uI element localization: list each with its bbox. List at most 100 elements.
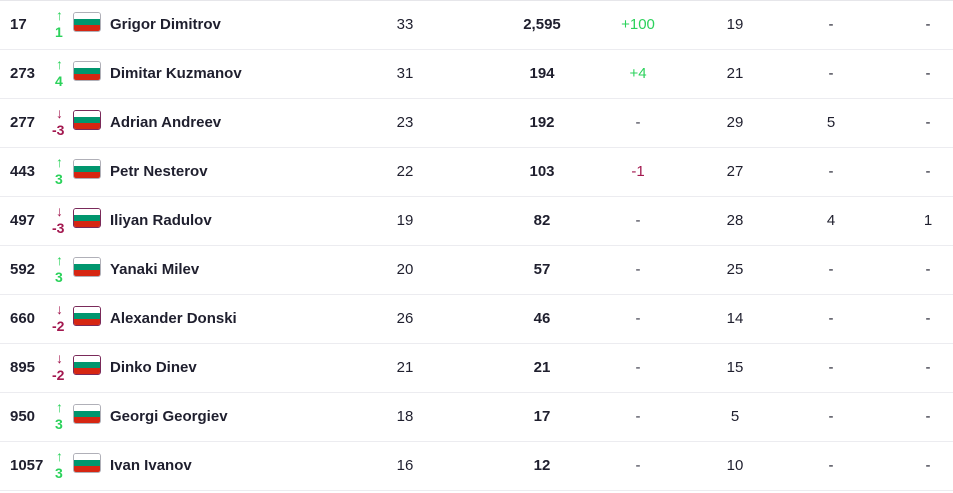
player-name-link[interactable]: Adrian Andreev [110,114,222,131]
tournaments-played-cell: 27 [726,163,744,180]
stat-cell-b: - [925,261,931,278]
table-row[interactable]: 273 ↑ 4 Dimitar Kuzmanov 31 194 +4 21 - … [0,50,953,99]
arrow-down-icon: ↓ [56,203,63,219]
points-change-cell: - [635,310,641,327]
player-name-link[interactable]: Dimitar Kuzmanov [110,65,242,82]
age-cell: 20 [396,261,414,278]
bulgaria-flag-icon [73,404,101,424]
stat-cell-a: - [828,163,834,180]
points-cell: 12 [533,457,551,474]
movement-value: 3 [55,465,63,481]
rank-cell: 895 [10,359,36,376]
bulgaria-flag-icon [73,355,101,375]
stat-cell-b: - [925,310,931,327]
tournaments-played-cell: 25 [726,261,744,278]
player-name-link[interactable]: Alexander Donski [110,310,237,327]
player-name-link[interactable]: Dinko Dinev [110,359,197,376]
movement-value: 3 [55,269,63,285]
movement-value: -2 [52,318,65,334]
table-row[interactable]: 277 ↓ -3 Adrian Andreev 23 192 - 29 5 - [0,99,953,148]
table-row[interactable]: 1057 ↑ 3 Ivan Ivanov 16 12 - 10 - - [0,442,953,491]
tournaments-played-cell: 21 [726,65,744,82]
points-change-cell: - [635,359,641,376]
table-row[interactable]: 895 ↓ -2 Dinko Dinev 21 21 - 15 - - [0,344,953,393]
table-row[interactable]: 592 ↑ 3 Yanaki Milev 20 57 - 25 - - [0,246,953,295]
rank-movement: ↓ -3 [52,197,74,245]
player-name-link[interactable]: Yanaki Milev [110,261,200,278]
rank-movement: ↓ -2 [52,344,74,392]
player-name-link[interactable]: Grigor Dimitrov [110,16,221,33]
age-cell: 16 [396,457,414,474]
points-change-cell: -1 [631,163,645,180]
bulgaria-flag-icon [73,306,101,326]
rank-cell: 17 [10,16,27,33]
points-cell: 82 [533,212,551,229]
movement-value: 3 [55,416,63,432]
stat-cell-a: 5 [826,114,836,131]
tournaments-played-cell: 15 [726,359,744,376]
age-cell: 31 [396,65,414,82]
table-row[interactable]: 17 ↑ 1 Grigor Dimitrov 33 2,595 +100 19 … [0,1,953,50]
player-name-link[interactable]: Ivan Ivanov [110,457,192,474]
movement-value: 3 [55,171,63,187]
table-row[interactable]: 497 ↓ -3 Iliyan Radulov 19 82 - 28 4 1 [0,197,953,246]
stat-cell-a: - [828,457,834,474]
bulgaria-flag-icon [73,110,101,130]
points-cell: 46 [533,310,551,327]
points-change-cell: - [635,114,641,131]
age-cell: 22 [396,163,414,180]
stat-cell-a: - [828,261,834,278]
tournaments-played-cell: 29 [726,114,744,131]
rank-movement: ↑ 4 [52,50,74,98]
movement-value: -2 [52,367,65,383]
points-cell: 57 [533,261,551,278]
table-row[interactable]: 950 ↑ 3 Georgi Georgiev 18 17 - 5 - - [0,393,953,442]
tournaments-played-cell: 28 [726,212,744,229]
arrow-up-icon: ↑ [56,448,63,464]
table-row[interactable]: 660 ↓ -2 Alexander Donski 26 46 - 14 - - [0,295,953,344]
points-change-cell: - [635,261,641,278]
arrow-down-icon: ↓ [56,350,63,366]
bulgaria-flag-icon [73,61,101,81]
player-name-link[interactable]: Georgi Georgiev [110,408,228,425]
player-name-link[interactable]: Iliyan Radulov [110,212,212,229]
points-cell: 17 [533,408,551,425]
arrow-up-icon: ↑ [56,56,63,72]
stat-cell-b: 1 [923,212,933,229]
stat-cell-b: - [925,163,931,180]
points-cell: 21 [533,359,551,376]
points-cell: 2,595 [523,16,561,33]
player-name-link[interactable]: Petr Nesterov [110,163,208,180]
rank-movement: ↑ 1 [52,1,74,49]
points-change-cell: +4 [629,65,647,82]
rank-cell: 273 [10,65,36,82]
age-cell: 21 [396,359,414,376]
stat-cell-b: - [925,408,931,425]
points-cell: 103 [529,163,555,180]
stat-cell-a: - [828,65,834,82]
points-change-cell: +100 [621,16,655,33]
rank-movement: ↑ 3 [52,148,74,196]
age-cell: 26 [396,310,414,327]
points-change-cell: - [635,408,641,425]
rank-cell: 497 [10,212,36,229]
stat-cell-b: - [925,114,931,131]
movement-value: 1 [55,24,63,40]
stat-cell-b: - [925,359,931,376]
tournaments-played-cell: 5 [730,408,740,425]
bulgaria-flag-icon [73,208,101,228]
tournaments-played-cell: 10 [726,457,744,474]
rank-movement: ↑ 3 [52,246,74,294]
tournaments-played-cell: 14 [726,310,744,327]
arrow-up-icon: ↑ [56,154,63,170]
points-change-cell: - [635,457,641,474]
rank-movement: ↑ 3 [52,442,74,490]
stat-cell-b: - [925,16,931,33]
bulgaria-flag-icon [73,12,101,32]
bulgaria-flag-icon [73,453,101,473]
points-cell: 192 [529,114,555,131]
stat-cell-b: - [925,65,931,82]
arrow-up-icon: ↑ [56,399,63,415]
table-row[interactable]: 443 ↑ 3 Petr Nesterov 22 103 -1 27 - - [0,148,953,197]
rank-cell: 592 [10,261,36,278]
